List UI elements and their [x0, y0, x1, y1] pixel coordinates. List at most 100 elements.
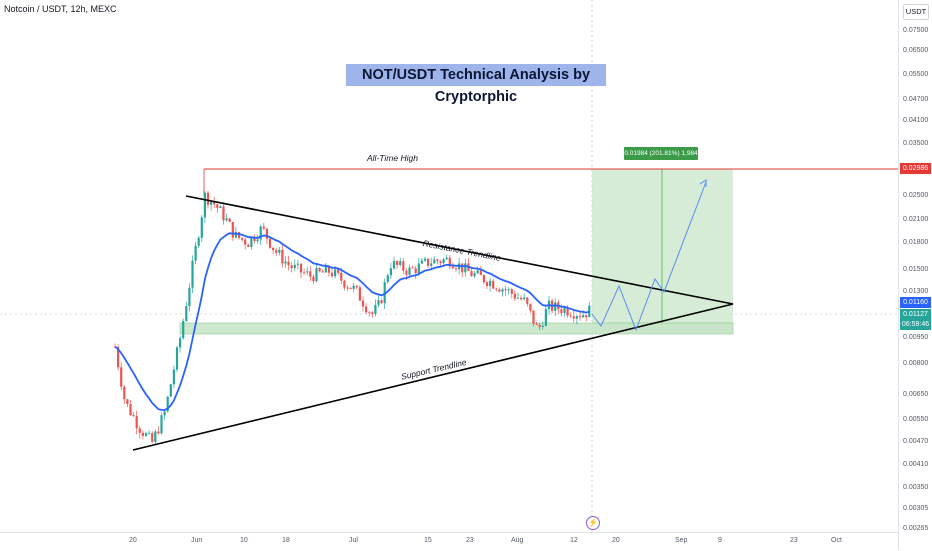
candle-body	[281, 249, 284, 264]
candle-body	[368, 312, 371, 314]
candle-body	[343, 280, 346, 288]
candle-body	[361, 300, 365, 307]
candle-body	[510, 289, 513, 294]
candle-body	[330, 272, 334, 277]
candle-body	[340, 272, 343, 281]
candle-body	[476, 270, 479, 274]
candle-body	[423, 258, 427, 261]
time-axis[interactable]	[0, 532, 898, 551]
candle-body	[414, 268, 417, 274]
candle-body	[454, 268, 458, 270]
candle-body	[386, 275, 389, 282]
candle-body	[569, 315, 572, 317]
candle-body	[169, 384, 172, 397]
candle-body	[461, 263, 464, 273]
candle-body	[256, 239, 259, 242]
candle-body	[473, 273, 476, 277]
time-tick: 18	[282, 537, 290, 544]
candle-body	[278, 249, 281, 253]
candle-body	[179, 338, 182, 348]
candle-body	[566, 307, 569, 316]
currency-badge[interactable]: USDT	[903, 4, 929, 20]
candle-body	[430, 263, 433, 266]
ema-price-tag: 0.01160	[900, 297, 931, 308]
time-tick: Sep	[675, 537, 688, 544]
time-tick: Aug	[511, 537, 524, 544]
candle-body	[489, 280, 492, 287]
candle-body	[188, 287, 191, 307]
price-tick: 0.00650	[903, 391, 929, 398]
candle-body	[237, 232, 241, 239]
candle-body	[504, 289, 507, 291]
candle-body	[191, 260, 194, 288]
price-tick: 0.00350	[903, 484, 929, 491]
event-lightning-icon[interactable]: ⚡	[586, 516, 600, 530]
support-trendline	[132, 303, 734, 451]
candle-body	[427, 258, 430, 266]
candle-body	[588, 305, 591, 318]
candle-body	[563, 307, 566, 314]
candle-body	[501, 289, 504, 292]
candle-body	[318, 268, 321, 272]
candle-body	[380, 300, 383, 304]
candle-body	[290, 265, 293, 269]
candle-body	[272, 247, 275, 251]
candle-body	[535, 323, 538, 325]
candle-body	[541, 325, 544, 327]
price-tick: 0.04100	[903, 117, 929, 124]
candle-body	[210, 201, 213, 205]
candle-body	[498, 289, 501, 292]
candle-body	[544, 309, 547, 326]
time-tick: 15	[424, 537, 432, 544]
candle-body	[495, 288, 498, 290]
candle-body	[554, 302, 557, 311]
candle-body	[327, 266, 330, 273]
candle-body	[334, 269, 337, 277]
candle-body	[337, 269, 340, 273]
candle-body	[219, 206, 222, 208]
bar-countdown-tag: 06:59:46	[900, 319, 931, 330]
candle-body	[126, 399, 129, 405]
candle-body	[408, 267, 411, 275]
target-measure-label: 0.01984 (201.81%) 1,984	[624, 147, 698, 160]
price-axis[interactable]	[898, 0, 932, 550]
candle-body	[371, 312, 374, 315]
candle-body	[349, 287, 352, 289]
candle-body	[117, 346, 120, 368]
candle-body	[194, 245, 197, 261]
candle-body	[365, 306, 368, 313]
candle-body	[148, 433, 151, 434]
candle-body	[377, 300, 380, 305]
candle-body	[284, 261, 287, 264]
price-tick: 0.00550	[903, 416, 929, 423]
projection-path	[591, 181, 707, 332]
candle-body	[200, 217, 203, 238]
candle-body	[538, 324, 541, 327]
candle-body	[259, 226, 262, 240]
candle-body	[470, 271, 473, 277]
candle-body	[411, 267, 414, 269]
price-tick: 0.01300	[903, 288, 929, 295]
candle-body	[582, 315, 585, 318]
candle-body	[417, 263, 420, 274]
candle-body	[262, 226, 265, 229]
candle-body	[312, 276, 315, 282]
candle-body	[315, 268, 318, 282]
candle-body	[154, 431, 157, 442]
candle-body	[585, 315, 588, 318]
candle-body	[228, 218, 231, 222]
candle-body	[572, 316, 575, 319]
candle-body	[464, 263, 467, 273]
symbol-header[interactable]: Notcoin / USDT, 12h, MEXC	[4, 4, 117, 14]
candle-body	[197, 237, 200, 246]
candle-body	[157, 431, 160, 434]
candle-body	[420, 260, 423, 264]
price-tick: 0.06500	[903, 47, 929, 54]
price-tick: 0.01800	[903, 239, 929, 246]
time-tick: 12	[570, 537, 578, 544]
resistance-trendline	[185, 195, 734, 305]
price-tick: 0.02100	[903, 216, 929, 223]
candle-body	[172, 369, 175, 385]
